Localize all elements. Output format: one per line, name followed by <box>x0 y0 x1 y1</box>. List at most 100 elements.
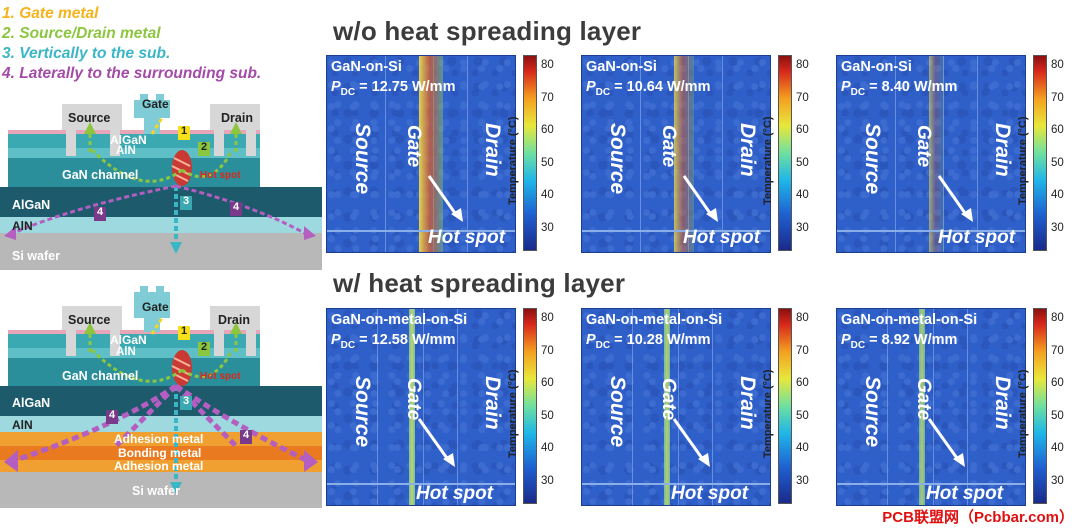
colorbar-tick: 80 <box>1051 59 1064 71</box>
marker-4b <box>230 202 242 216</box>
gate-region-label: Gate <box>658 378 679 421</box>
map-title: GaN-on-metal-on-Si <box>586 312 723 328</box>
marker-3-label-b: 3 <box>183 395 190 407</box>
drain-region-label: Drain <box>736 123 759 177</box>
drain-label: Drain <box>221 111 253 125</box>
colorbar-tick: 60 <box>796 124 809 136</box>
marker-1 <box>178 126 190 140</box>
colorbar-tick: 50 <box>541 156 554 169</box>
temperature-colorbar <box>523 308 537 504</box>
gan-channel-layer <box>8 158 260 187</box>
colorbar-tick: 50 <box>1051 409 1064 422</box>
adhesion-metal-label-2: Adhesion metal <box>114 459 204 473</box>
si-wafer-label-b: Si wafer <box>132 484 180 498</box>
aln-layer-b <box>0 416 322 432</box>
gate-electrode-b <box>134 286 170 332</box>
drain-region-label: Drain <box>736 376 759 430</box>
colorbar-tick: 40 <box>1051 189 1064 201</box>
source-region-label: Source <box>861 123 884 195</box>
map-title: GaN-on-metal-on-Si <box>331 312 468 328</box>
marker-4b-label-b: 4 <box>243 429 250 441</box>
gan-channel-label-b: GaN channel <box>62 369 139 383</box>
colorbar-tick: 60 <box>796 377 809 389</box>
drain-region-label: Drain <box>991 123 1014 177</box>
map-title: GaN-on-Si <box>586 59 657 75</box>
colorbar-tick: 40 <box>796 442 809 454</box>
colorbar-title: Temperature (°C) <box>507 116 519 205</box>
colorbar-tick: 30 <box>796 221 809 234</box>
colorbar-tick: 60 <box>1051 377 1064 389</box>
source-region-label: Source <box>351 376 374 448</box>
colorbar-tick: 70 <box>1051 344 1064 357</box>
colorbar-tick: 30 <box>1051 221 1064 234</box>
si-wafer-label: Si wafer <box>12 249 60 263</box>
colorbar-tick: 40 <box>796 189 809 201</box>
aln-label-b: AlN <box>12 418 33 432</box>
marker-1-label-b: 1 <box>181 325 188 337</box>
marker-4a-label: 4 <box>97 206 104 218</box>
si-wafer-layer <box>0 233 322 270</box>
temperature-colorbar <box>778 55 792 251</box>
si-wafer-layer-b <box>0 472 322 508</box>
device-diagram-with-spreader <box>0 286 322 508</box>
colorbar-tick: 80 <box>1051 312 1064 324</box>
colorbar-tick: 70 <box>541 91 554 104</box>
marker-3-label: 3 <box>183 195 190 207</box>
colorbar-title: Temperature (°C) <box>1017 116 1029 205</box>
colorbar-title: Temperature (°C) <box>762 116 774 205</box>
gate-region-label: Gate <box>403 378 424 421</box>
algan-top-label-b: AlGaN <box>110 333 147 347</box>
drain-label-b: Drain <box>218 313 250 327</box>
thermal-map <box>326 308 516 506</box>
section-title-without-spreader: w/o heat spreading layer <box>333 16 642 46</box>
hot-spot-label: Hot spot <box>416 483 494 504</box>
map-power: PDC = 8.40 W/mm <box>841 79 958 98</box>
colorbar-tick: 80 <box>541 312 554 324</box>
drain-region-label: Drain <box>991 376 1014 430</box>
colorbar-tick: 60 <box>541 124 554 136</box>
colorbar-tick: 50 <box>796 156 809 169</box>
legend-lateral: 4. Laterally to the surrounding sub. <box>2 65 262 82</box>
thermal-map <box>836 308 1026 506</box>
aln-top-label-b: AlN <box>116 346 136 358</box>
marker-2 <box>198 142 210 156</box>
source-pad <box>62 104 122 130</box>
colorbar-tick: 30 <box>541 221 554 234</box>
map-title: GaN-on-Si <box>841 59 912 75</box>
thermal-map <box>581 55 771 253</box>
adhesion-metal-2 <box>0 460 322 472</box>
colorbar-tick: 50 <box>796 409 809 422</box>
legend-gate-metal: 1. Gate metal <box>2 5 99 22</box>
colorbar-tick: 70 <box>796 344 809 357</box>
gate-region-label: Gate <box>403 125 424 168</box>
map-power: PDC = 10.28 W/mm <box>586 332 711 351</box>
gate-region-label: Gate <box>913 125 934 168</box>
marker-2-label-b: 2 <box>201 341 208 353</box>
hot-spot-label: Hot spot <box>938 227 1016 248</box>
colorbar-tick: 80 <box>541 59 554 71</box>
device-diagram-without-spreader <box>0 94 322 270</box>
marker-4a-label-b: 4 <box>109 409 116 421</box>
colorbar-tick: 40 <box>541 189 554 201</box>
colorbar-tick: 60 <box>1051 124 1064 136</box>
map-power: PDC = 12.75 W/mm <box>331 79 456 98</box>
source-region-label: Source <box>351 123 374 195</box>
source-region-label: Source <box>861 376 884 448</box>
aln-top-layer <box>8 148 260 158</box>
section-title-with-spreader: w/ heat spreading layer <box>333 268 626 298</box>
temperature-colorbar <box>778 308 792 504</box>
colorbar-tick: 70 <box>1051 91 1064 104</box>
legend-source-drain-metal: 2. Source/Drain metal <box>2 25 161 42</box>
colorbar-tick: 70 <box>541 344 554 357</box>
hot-spot-label: Hot spot <box>200 170 241 181</box>
colorbar-title: Temperature (°C) <box>507 369 519 458</box>
map-title: GaN-on-Si <box>331 59 402 75</box>
gate-label: Gate <box>142 97 169 111</box>
bonding-metal-label: Bonding metal <box>118 446 202 460</box>
marker-3 <box>180 196 192 210</box>
map-title: GaN-on-metal-on-Si <box>841 312 978 328</box>
hot-spot-label: Hot spot <box>428 227 506 248</box>
gan-channel-layer-b <box>8 358 260 386</box>
gate-region-label: Gate <box>658 125 679 168</box>
thermal-map <box>836 55 1026 253</box>
